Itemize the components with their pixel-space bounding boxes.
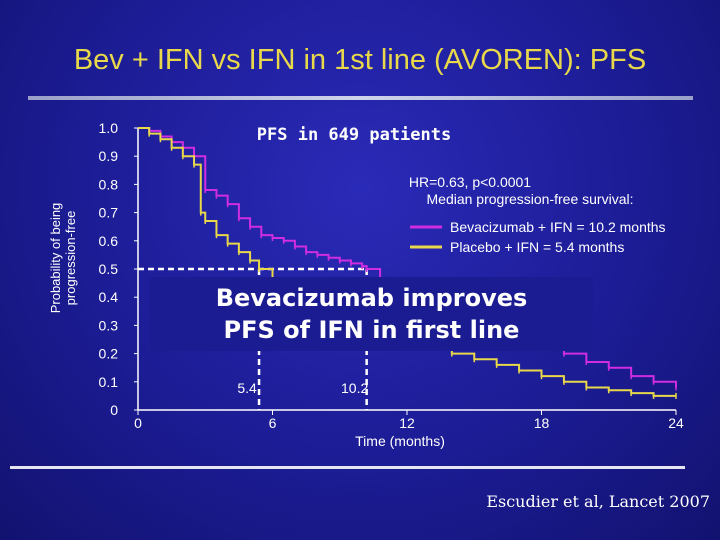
chart-title: PFS in 649 patients (257, 125, 451, 145)
y-tick-label: 0.7 (99, 205, 119, 221)
y-tick-label: 0.4 (99, 289, 119, 305)
y-tick-label: 0.1 (99, 374, 119, 390)
x-tick-label: 12 (399, 415, 415, 431)
y-tick-label: 1.0 (99, 120, 119, 136)
x-tick-label: 6 (269, 415, 277, 431)
callout-line-2: PFS of IFN in first line (223, 316, 520, 344)
y-tick-label: 0.5 (99, 261, 119, 277)
y-tick-label: 0 (110, 402, 118, 418)
slide-title: Bev + IFN vs IFN in 1st line (AVOREN): P… (73, 44, 647, 76)
x-axis-label: Time (months) (355, 433, 445, 449)
y-tick-label: 0.6 (99, 233, 119, 249)
x-tick-label: 24 (668, 415, 684, 431)
y-tick-label: 0.2 (99, 346, 119, 362)
hr-annotation: HR=0.63, p<0.0001 (409, 174, 531, 190)
x-tick-label: 0 (134, 415, 142, 431)
median-label: 5.4 (237, 380, 257, 396)
survival-curves (138, 127, 677, 399)
bottom-divider (10, 466, 685, 469)
legend-label: Placebo + IFN = 5.4 months (450, 239, 624, 255)
median-annotation: Median progression-free survival: (427, 191, 634, 207)
x-tick-labels: 0 6 12 18 24 (134, 415, 684, 431)
x-tick-label: 18 (534, 415, 550, 431)
y-axis-label-line1: Probability of being (48, 203, 63, 314)
callout-line-1: Bevacizumab improves (215, 284, 528, 312)
km-curve-series-1 (138, 127, 676, 397)
y-tick-label: 0.3 (99, 317, 119, 333)
legend-label: Bevacizumab + IFN = 10.2 months (450, 219, 666, 235)
citation: Escudier et al, Lancet 2007 (486, 492, 710, 511)
y-axis-label-line2: progression-free (63, 211, 78, 306)
callout-box: Bevacizumab improves PFS of IFN in first… (150, 277, 593, 351)
chart-axes (134, 127, 677, 415)
y-tick-label: 0.8 (99, 176, 119, 192)
y-tick-labels: 0 0.1 0.2 0.3 0.4 0.5 0.6 0.7 0.8 0.9 1.0 (99, 120, 119, 418)
title-divider (28, 96, 693, 100)
median-label: 10.2 (341, 380, 368, 396)
y-tick-label: 0.9 (99, 148, 119, 164)
chart-legend: Bevacizumab + IFN = 10.2 months Placebo +… (410, 219, 666, 255)
